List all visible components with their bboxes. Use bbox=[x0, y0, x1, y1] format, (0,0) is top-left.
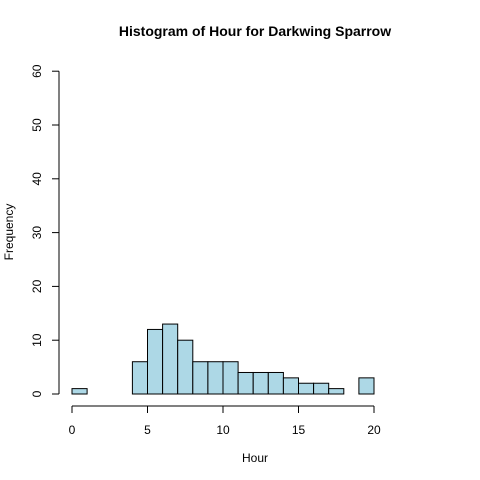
x-axis-label: Hour bbox=[242, 451, 268, 465]
y-axis: 0 10 20 30 40 50 60 bbox=[30, 64, 60, 397]
histogram-bar-4 bbox=[131, 361, 148, 395]
y-tick-label-0: 0 bbox=[30, 390, 44, 397]
x-axis: 0 5 10 15 20 bbox=[69, 405, 381, 437]
y-tick-label-3: 30 bbox=[30, 226, 44, 240]
x-tick-label-1: 5 bbox=[144, 423, 151, 437]
x-tick-label-4: 20 bbox=[367, 423, 381, 437]
chart-title: Histogram of Hour for Darkwing Sparrow bbox=[119, 23, 391, 39]
histogram-bar-6 bbox=[162, 323, 179, 395]
y-tick-label-1: 10 bbox=[30, 333, 44, 347]
x-tick-label-0: 0 bbox=[69, 423, 76, 437]
histogram-bar-15 bbox=[298, 382, 315, 395]
histogram-bar-5 bbox=[147, 328, 164, 395]
y-tick-label-5: 50 bbox=[30, 118, 44, 132]
histogram-bar-8 bbox=[192, 361, 209, 395]
histogram-bar-13 bbox=[267, 371, 284, 395]
histogram-bar-19 bbox=[358, 377, 375, 395]
histogram-bar-9 bbox=[207, 361, 224, 395]
y-tick-label-6: 60 bbox=[30, 64, 44, 78]
histogram-bar-10 bbox=[222, 361, 239, 395]
histogram-bar-17 bbox=[328, 388, 345, 395]
histogram-bar-0 bbox=[71, 388, 88, 395]
x-tick-label-2: 10 bbox=[216, 423, 230, 437]
histogram-bar-16 bbox=[313, 382, 330, 395]
histogram-bar-7 bbox=[177, 339, 194, 395]
y-tick-label-4: 40 bbox=[30, 172, 44, 186]
y-tick-label-2: 20 bbox=[30, 279, 44, 293]
histogram-bar-14 bbox=[282, 377, 299, 395]
histogram-bar-11 bbox=[237, 371, 254, 395]
x-tick-label-3: 15 bbox=[292, 423, 306, 437]
bars-group bbox=[71, 323, 375, 395]
y-axis-label: Frequency bbox=[2, 204, 16, 261]
histogram-bar-12 bbox=[252, 371, 269, 395]
